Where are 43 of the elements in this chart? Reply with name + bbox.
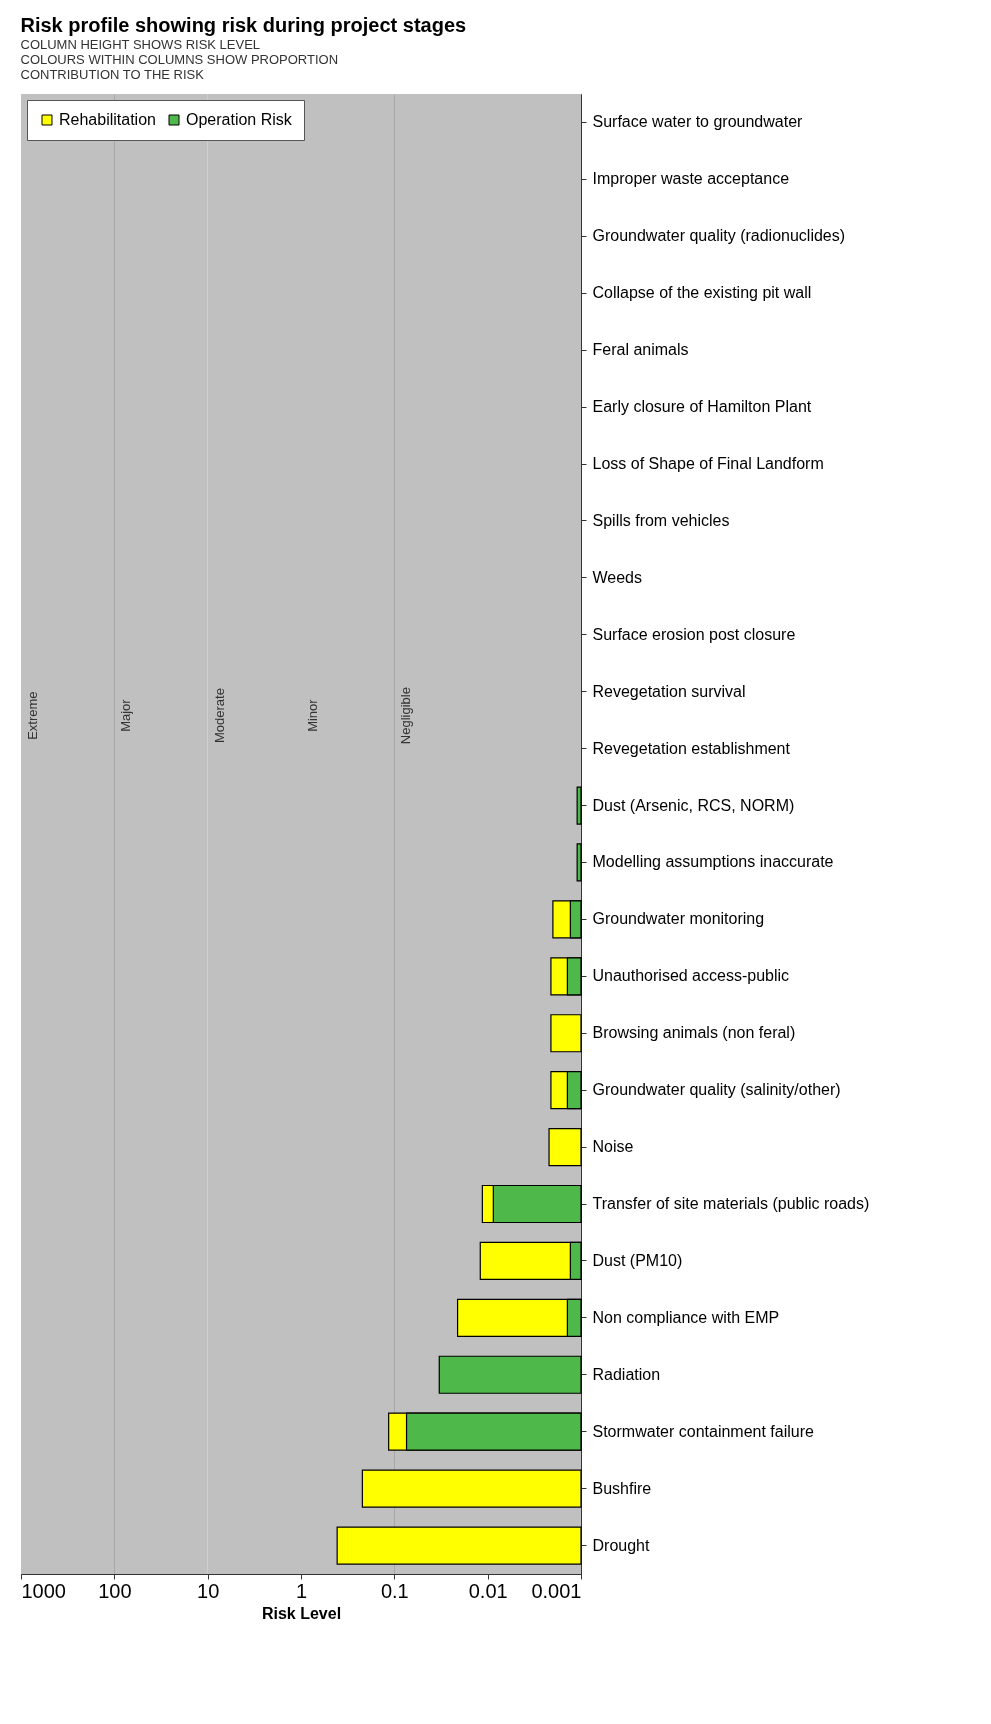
y-tick-label: Non compliance with EMP bbox=[592, 1308, 780, 1326]
band-label: Minor bbox=[305, 698, 320, 732]
band-label: Moderate bbox=[211, 688, 227, 744]
chart-title: Risk profile showing risk during project stages bbox=[20, 14, 467, 36]
y-tick-label: Modelling assumptions inaccurate bbox=[592, 853, 834, 871]
legend-label: Rehabilitation bbox=[59, 111, 156, 128]
band-label: Negligible bbox=[398, 687, 414, 745]
y-tick-label: Surface water to groundwater bbox=[592, 113, 804, 131]
y-tick-label: Groundwater quality (salinity/other) bbox=[592, 1081, 841, 1099]
y-tick-label: Early closure of Hamilton Plant bbox=[592, 398, 812, 416]
y-tick-label: Dust (PM10) bbox=[592, 1251, 683, 1269]
y-tick-label: Bushfire bbox=[592, 1479, 652, 1497]
y-tick-label: Loss of Shape of Final Landform bbox=[592, 455, 824, 472]
x-tick-label: 100 bbox=[98, 1579, 132, 1602]
x-tick-label: 0.01 bbox=[468, 1579, 508, 1602]
y-tick-label: Surface erosion post closure bbox=[592, 625, 796, 643]
y-tick-label: Groundwater monitoring bbox=[592, 910, 765, 928]
y-tick-label: Groundwater quality (radionuclides) bbox=[592, 227, 846, 245]
y-tick-label: Browsing animals (non feral) bbox=[592, 1024, 796, 1042]
y-tick-label: Feral animals bbox=[592, 341, 689, 359]
x-tick-label: 10 bbox=[197, 1579, 220, 1602]
y-tick-label: Unauthorised access-public bbox=[592, 967, 790, 985]
y-tick-label: Drought bbox=[592, 1536, 650, 1554]
text: COLUMN HEIGHT SHOWS RISK LEVEL COLOURS WITHIN COLUMNS SHOW PROPORTION CONTRIBUTION TO THE RISK bbox=[20, 37, 339, 82]
x-tick-label: 0.001 bbox=[531, 1579, 582, 1602]
band-label: Major bbox=[118, 698, 134, 732]
y-tick-label: Dust (Arsenic, RCS, NORM) bbox=[592, 796, 795, 814]
y-tick-label: Spills from vehicles bbox=[592, 511, 730, 529]
y-tick-label: Improper waste acceptance bbox=[592, 170, 790, 188]
y-tick-label: Collapse of the existing pit wall bbox=[592, 284, 812, 302]
x-tick-label: 1 bbox=[295, 1579, 308, 1602]
band-label: Extreme bbox=[25, 691, 40, 740]
legend-label: Operation Risk bbox=[186, 111, 293, 128]
x-axis-title: Risk Level bbox=[261, 1604, 342, 1622]
y-tick-label: Radiation bbox=[592, 1365, 661, 1383]
y-tick-label: Stormwater containment failure bbox=[592, 1422, 815, 1440]
y-tick-label: Transfer of site materials (public roads) bbox=[592, 1195, 870, 1212]
y-tick-label: Revegetation survival bbox=[592, 682, 746, 700]
y-tick-label: Revegetation establishment bbox=[592, 739, 791, 757]
x-tick-label: 0.1 bbox=[380, 1579, 409, 1602]
x-tick-label: 1000 bbox=[21, 1579, 66, 1602]
y-tick-label: Weeds bbox=[592, 568, 643, 586]
y-tick-label: Noise bbox=[592, 1138, 634, 1156]
